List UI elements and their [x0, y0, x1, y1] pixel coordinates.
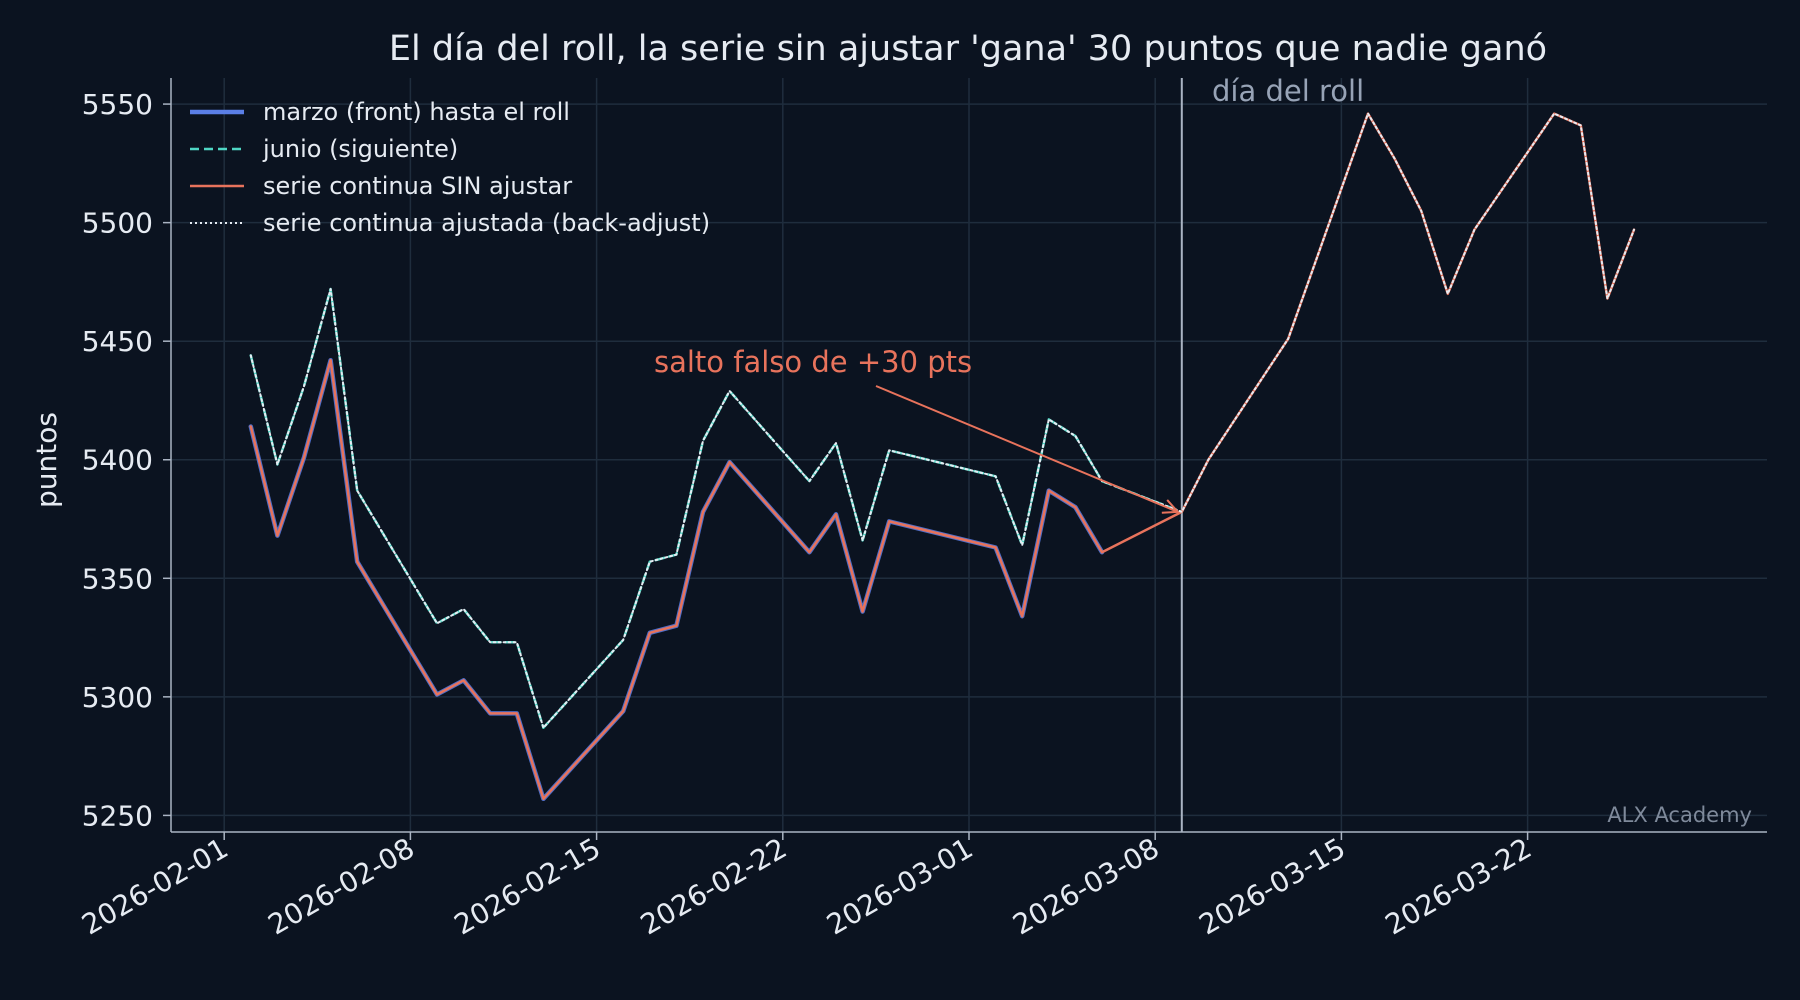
watermark: ALX Academy — [1607, 803, 1752, 827]
y-tick-label: 5450 — [82, 325, 153, 358]
series-layer — [248, 78, 1636, 832]
annotation-text: salto falso de +30 pts — [654, 345, 972, 379]
legend: marzo (front) hasta el roll junio (siguie… — [190, 98, 710, 237]
y-tick-label: 5500 — [82, 207, 153, 240]
chart-title: El día del roll, la serie sin ajustar 'g… — [389, 29, 1547, 69]
y-tick-label: 5400 — [82, 444, 153, 477]
grid — [171, 78, 1767, 832]
annotation: salto falso de +30 pts — [654, 345, 1180, 514]
legend-label: marzo (front) hasta el roll — [263, 98, 570, 126]
legend-label: serie continua SIN ajustar — [263, 172, 572, 200]
y-tick-label: 5250 — [82, 799, 153, 832]
y-axis-label: puntos — [30, 412, 63, 508]
adjusted-series-line — [249, 112, 1635, 729]
y-tick-label: 5350 — [82, 562, 153, 595]
y-tick-label: 5300 — [82, 681, 153, 714]
legend-label: junio (siguiente) — [262, 135, 458, 163]
annotation-arrow-line — [875, 385, 1179, 513]
y-tick-label: 5550 — [82, 88, 153, 121]
roll-label: día del roll — [1212, 74, 1364, 108]
legend-label: serie continua ajustada (back-adjust) — [263, 209, 710, 237]
annotation-arrow-head — [1161, 499, 1180, 514]
